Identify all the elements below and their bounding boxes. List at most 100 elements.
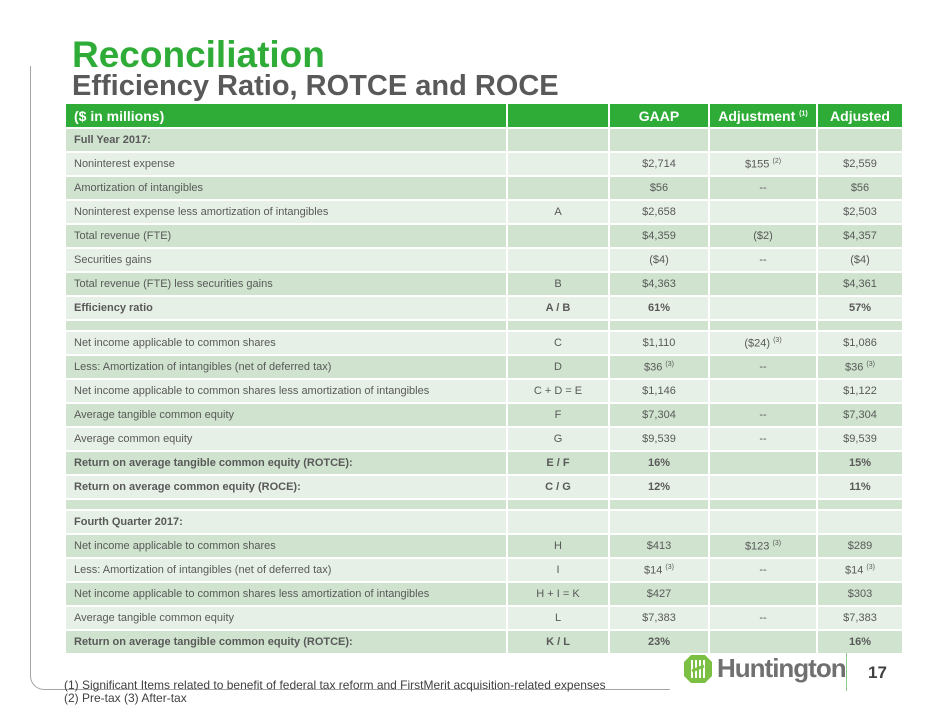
table-header: ($ in millions) GAAP Adjustment (1) Adju… [66,104,902,127]
header-adjustment: Adjustment (1) [710,104,816,127]
footnote-ref: (3) [665,360,674,368]
cell-value: Amortization of intangibles [74,182,204,194]
cell-value: 11% [849,481,871,493]
footnote-ref: (3) [866,563,875,571]
table-row: Average tangible common equity F $7,304 -- $… [66,404,902,426]
cell-adj: -- [710,249,816,271]
cell-gaap: ($4) [610,249,708,271]
table-row: Less: Amortization of intangibles (net o… [66,356,902,378]
cell-adjusted: $9,539 [818,428,902,450]
cell-value: Total revenue (FTE) less securities gain… [74,278,273,290]
cell-value: Noninterest expense [74,158,175,170]
cell-adjusted [818,500,902,509]
cell-value: $4,357 [843,230,877,242]
cell-gaap: $1,146 [610,380,708,402]
cell-code: A [508,201,608,223]
spacer-row [66,500,902,509]
cell-gaap [610,129,708,151]
cell-gaap [610,511,708,533]
page-subtitle: Efficiency Ratio, ROTCE and ROCE [72,70,559,102]
cell-label: Net income applicable to common shares [66,535,506,557]
cell-value: C [554,337,562,349]
cell-value: $1,110 [642,337,676,349]
cell-adj [710,380,816,402]
cell-adjusted: $289 [818,535,902,557]
page-title: Reconciliation [72,34,325,75]
cell-label [66,500,506,509]
cell-adjusted: 16% [818,631,902,653]
table-row: Net income applicable to common shares l… [66,583,902,605]
cell-value: -- [759,409,767,421]
cell-gaap: 16% [610,452,708,474]
cell-value: 57% [848,302,872,314]
cell-value: 61% [647,302,671,314]
cell-code: A / B [508,297,608,319]
cell-gaap: $9,539 [610,428,708,450]
cell-value: -- [759,612,767,624]
cell-value: ($24) [744,337,771,350]
cell-adj [710,476,816,498]
cell-value: 23% [647,636,671,648]
cell-label: Total revenue (FTE) [66,225,506,247]
cell-gaap [610,500,708,509]
cell-value: $56 [649,182,669,194]
cell-adjusted: $1,086 [818,332,902,354]
cell-adjusted: $2,559 [818,153,902,175]
cell-code: K / L [508,631,608,653]
cell-gaap: $7,383 [610,607,708,629]
cell-adj [710,500,816,509]
cell-adjusted: $56 [818,177,902,199]
footnote-1: (1) Significant Items related to benefit… [64,678,606,692]
cell-value: $303 [847,588,873,600]
cell-adjusted: $303 [818,583,902,605]
cell-adjusted: 57% [818,297,902,319]
cell-value: -- [759,361,767,373]
cell-gaap: $2,714 [610,153,708,175]
cell-value: $4,363 [642,278,676,290]
cell-adj [710,452,816,474]
table-row: Net income applicable to common shares H $… [66,535,902,557]
cell-code: C + D = E [508,380,608,402]
cell-value: Less: Amortization of intangibles (net o… [74,361,332,373]
cell-value: $9,539 [642,433,676,445]
cell-value: $413 [646,540,672,552]
cell-label: Average tangible common equity [66,404,506,426]
cell-value: -- [759,182,767,194]
cell-adj [710,273,816,295]
cell-value: D [554,361,562,373]
cell-adj: -- [710,559,816,581]
cell-gaap: $14 (3) [610,559,708,581]
cell-adj [710,583,816,605]
cell-label: Efficiency ratio [66,297,506,319]
cell-adjusted: 15% [818,452,902,474]
cell-code: F [508,404,608,426]
cell-adjusted: $36 (3) [818,356,902,378]
cell-code: G [508,428,608,450]
cell-value: 16% [647,457,671,469]
footnote-ref: (3) [665,563,674,571]
cell-value: G [553,433,563,445]
cell-label: Full Year 2017: [66,129,506,151]
cell-adjusted [818,129,902,151]
cell-value: ($2) [753,230,773,242]
cell-label: Less: Amortization of intangibles (net o… [66,356,506,378]
table-row: Full Year 2017: [66,129,902,151]
cell-label: Return on average common equity (ROCE): [66,476,506,498]
cell-value: $4,361 [843,278,877,290]
cell-label: Securities gains [66,249,506,271]
cell-value: $7,383 [642,612,676,624]
cell-adj [710,631,816,653]
cell-value: Less: Amortization of intangibles (net o… [74,564,332,576]
cell-value: ($4) [850,254,870,266]
cell-label: Less: Amortization of intangibles (net o… [66,559,506,581]
cell-value: $2,658 [642,206,676,218]
cell-code [508,153,608,175]
cell-value: $56 [850,182,870,194]
cell-code: H + I = K [508,583,608,605]
cell-label: Average tangible common equity [66,607,506,629]
cell-value: $7,304 [843,409,877,421]
table-row: Efficiency ratio A / B 61% 57% [66,297,902,319]
header-adjusted: Adjusted [818,104,902,127]
cell-value: Efficiency ratio [74,302,153,314]
header-label: ($ in millions) [66,104,506,127]
